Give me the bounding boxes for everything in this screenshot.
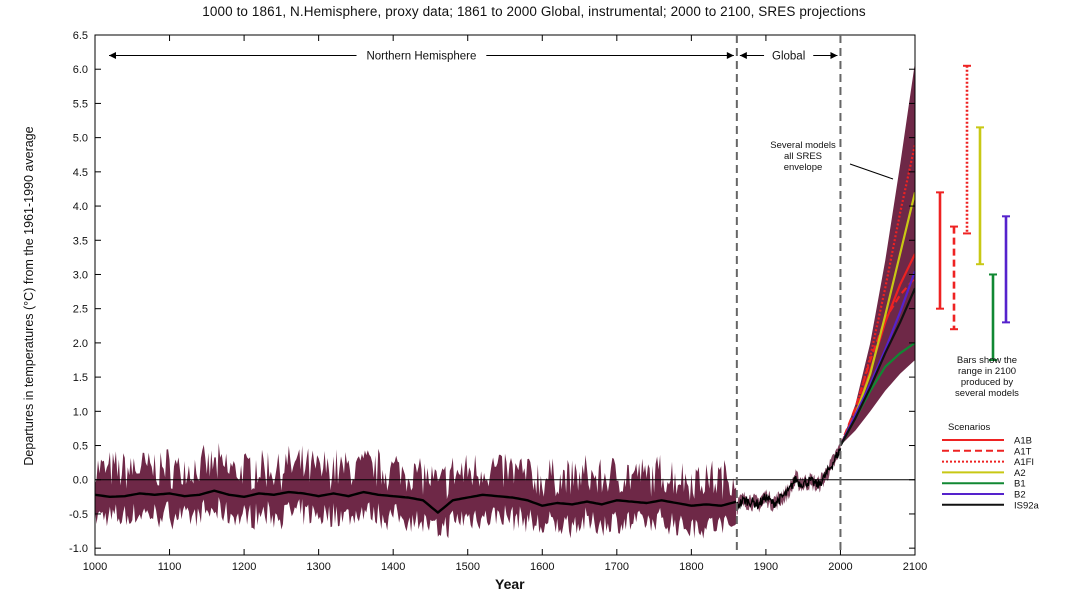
x-axis-label: Year bbox=[495, 576, 525, 592]
x-tick-label: 1400 bbox=[381, 561, 405, 573]
arrowhead-left bbox=[739, 52, 747, 60]
x-tick-label: 1700 bbox=[605, 561, 629, 573]
series-line-a1t bbox=[839, 277, 915, 446]
envelope-note: envelope bbox=[784, 162, 823, 173]
envelope-note: Several models bbox=[770, 140, 836, 151]
y-tick-label: 0.0 bbox=[73, 475, 88, 487]
y-tick-label: 5.5 bbox=[73, 98, 88, 110]
uncertainty-band-layer bbox=[95, 62, 915, 539]
x-tick-label: 1300 bbox=[306, 561, 330, 573]
series-line-a1fi bbox=[839, 144, 915, 446]
x-tick-label: 2100 bbox=[903, 561, 927, 573]
legend-label: A1T bbox=[1014, 446, 1032, 457]
y-tick-label: 0.5 bbox=[73, 441, 88, 453]
annotation-layer: Northern Hemisphere Global Several modelsa… bbox=[109, 35, 894, 555]
x-tick-label: 1600 bbox=[530, 561, 554, 573]
y-tick-label: 6.5 bbox=[73, 30, 88, 42]
y-tick-label: 1.5 bbox=[73, 372, 88, 384]
arrowhead-right bbox=[726, 52, 734, 60]
legend-label: IS92a bbox=[1014, 500, 1040, 511]
series-layer bbox=[95, 144, 915, 514]
sres-envelope bbox=[840, 62, 915, 446]
envelope-pointer bbox=[849, 163, 894, 180]
arrowhead-right bbox=[830, 52, 838, 60]
bars-note: several models bbox=[955, 388, 1019, 399]
legend-label: A2 bbox=[1014, 468, 1026, 479]
y-tick-label: 1.0 bbox=[73, 406, 88, 418]
y-tick-label: 4.0 bbox=[73, 201, 88, 213]
bars-note: Bars show the bbox=[957, 355, 1017, 366]
y-tick-label: 6.0 bbox=[73, 64, 88, 76]
x-tick-label: 1500 bbox=[455, 561, 479, 573]
y-tick-label: 4.5 bbox=[73, 167, 88, 179]
region-label: Global bbox=[772, 51, 805, 63]
x-tick-label: 2000 bbox=[828, 561, 852, 573]
y-tick-label: 3.5 bbox=[73, 235, 88, 247]
y-tick-label: 3.0 bbox=[73, 269, 88, 281]
legend-label: A1B bbox=[1014, 436, 1032, 447]
x-tick-label: 1000 bbox=[83, 561, 107, 573]
legend-label: B2 bbox=[1014, 490, 1026, 501]
proxy-uncertainty-band bbox=[95, 442, 737, 539]
legend-label: B1 bbox=[1014, 479, 1026, 490]
chart-title: 1000 to 1861, N.Hemisphere, proxy data; … bbox=[202, 4, 866, 19]
arrowhead-left bbox=[109, 52, 116, 60]
y-tick-label: -0.5 bbox=[69, 509, 88, 521]
envelope-note: all SRES bbox=[784, 151, 822, 162]
legend-label: A1FI bbox=[1014, 457, 1034, 468]
y-tick-label: 2.5 bbox=[73, 304, 88, 316]
legend-title: Scenarios bbox=[948, 422, 990, 433]
plot-frame bbox=[94, 34, 916, 556]
y-tick-label: -1.0 bbox=[69, 543, 88, 555]
x-tick-label: 1100 bbox=[158, 561, 182, 573]
x-tick-label: 1200 bbox=[232, 561, 256, 573]
y-tick-label: 2.0 bbox=[73, 338, 88, 350]
x-tick-label: 1900 bbox=[754, 561, 778, 573]
proxy-mean-line bbox=[95, 489, 737, 514]
bars-note: range in 2100 bbox=[958, 366, 1016, 377]
x-tick-label: 1800 bbox=[679, 561, 703, 573]
region-label: Northern Hemisphere bbox=[366, 51, 476, 63]
axes-layer: 1000 1100 1200 1300 1400 1500 1600 1700 1800 1900… bbox=[69, 30, 927, 573]
series-line-b2 bbox=[839, 270, 915, 446]
series-line-is92a bbox=[839, 287, 915, 447]
bars-note: produced by bbox=[961, 377, 1014, 388]
instrumental-line bbox=[736, 448, 842, 511]
y-tick-label: 5.0 bbox=[73, 133, 88, 145]
